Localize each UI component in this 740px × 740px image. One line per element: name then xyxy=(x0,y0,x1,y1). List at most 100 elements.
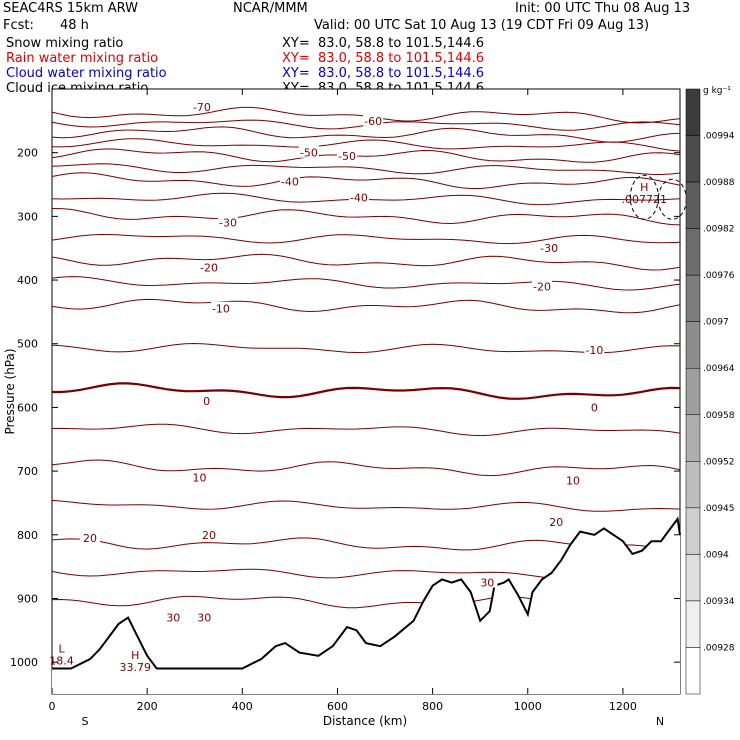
x-tick-label: 0 xyxy=(49,700,56,713)
contour-label: -40 xyxy=(350,191,368,204)
isotherm-line xyxy=(51,253,681,271)
init-time: Init: 00 UTC Thu 08 Aug 13 xyxy=(515,1,691,16)
colorbar-segment xyxy=(685,135,701,183)
isotherm-line xyxy=(51,423,681,437)
contour-label: 20 xyxy=(202,529,216,542)
y-tick-label: 900 xyxy=(17,592,38,605)
contour-label: 20 xyxy=(83,532,97,545)
y-tick-label: 1000 xyxy=(10,656,38,669)
colorbar-segment xyxy=(685,88,701,136)
colorbar-segment xyxy=(685,647,701,695)
contour-label-bg xyxy=(199,527,219,540)
colorbar-segment xyxy=(685,181,701,229)
colorbar-label: .00982 xyxy=(703,225,735,235)
contour-label: 30 xyxy=(480,577,494,590)
colorbar-segment xyxy=(685,367,701,416)
x-axis-title: Distance (km) xyxy=(323,714,407,728)
contour-label-bg xyxy=(298,145,319,158)
contour-label: 0 xyxy=(203,395,210,408)
y-tick-label: 700 xyxy=(17,465,38,478)
contour-label-bg xyxy=(539,241,560,254)
contour-label-bg xyxy=(191,99,212,112)
contour-label: -60 xyxy=(364,115,382,128)
isotherm-line xyxy=(51,208,681,226)
contour-label: -10 xyxy=(212,303,230,316)
contour-label: 10 xyxy=(192,471,206,484)
isotherm-line xyxy=(51,172,681,189)
colorbar-segment xyxy=(685,228,701,276)
colorbar-segment xyxy=(685,274,701,322)
contour-label-bg xyxy=(194,610,215,623)
field-name-snow: Snow mixing ratio xyxy=(6,36,124,51)
colorbar-label: .0094 xyxy=(703,550,729,560)
field-name-cloudwater: Cloud water mixing ratio xyxy=(6,66,167,81)
y-tick-label: 400 xyxy=(17,274,38,287)
extremum-letter: H xyxy=(640,181,648,194)
x-tick-label: 200 xyxy=(137,700,158,713)
y-axis-title: Pressure (hPa) xyxy=(3,348,17,434)
x-tick-label: 400 xyxy=(232,700,253,713)
x-tick-label: 1200 xyxy=(609,700,637,713)
colorbar-segment xyxy=(685,321,701,369)
extremum-letter: H xyxy=(131,649,139,662)
isotherm-line xyxy=(52,382,681,400)
contour-label: 20 xyxy=(549,516,563,529)
y-tick-label: 200 xyxy=(17,147,38,160)
field-xy-snow: XY= 83.0, 58.8 to 101.5,144.6 xyxy=(282,36,485,51)
isotherm-line xyxy=(51,138,681,152)
colorbar-label: .00958 xyxy=(703,411,735,421)
contour-label: -10 xyxy=(585,344,603,357)
field-xy-cloudwater: XY= 83.0, 58.8 to 101.5,144.6 xyxy=(282,66,485,81)
colorbar-label: .00945 xyxy=(703,504,735,514)
terrain-line xyxy=(52,516,681,670)
colorbar-unit: g kg⁻¹ xyxy=(703,86,731,96)
contour-label-bg xyxy=(584,343,605,356)
contour-label: -20 xyxy=(533,280,551,293)
colorbar-label: .00952 xyxy=(703,457,735,467)
contour-label: 10 xyxy=(566,475,580,488)
colorbar-segment xyxy=(685,600,701,648)
isotherm-line xyxy=(51,342,681,354)
colorbar-label: .0097 xyxy=(703,318,729,328)
contour-label: 0 xyxy=(591,401,598,414)
valid-time: Valid: 00 UTC Sat 10 Aug 13 (19 CDT Fri … xyxy=(314,18,650,33)
terrain-fill xyxy=(52,518,680,694)
isotherm-line xyxy=(51,459,681,477)
contour-label-bg xyxy=(584,400,605,413)
x-tick-label: 800 xyxy=(422,700,443,713)
fcst-label: Fcst: xyxy=(3,18,34,33)
y-tick-label: 500 xyxy=(17,338,38,351)
colorbar-segment xyxy=(685,554,701,602)
contour-label: -50 xyxy=(300,147,318,160)
isotherm-line xyxy=(51,126,681,143)
field-name-rain: Rain water mixing ratio xyxy=(6,51,159,66)
contour-label-bg xyxy=(163,610,184,623)
isotherm-line xyxy=(51,499,681,512)
contour-label-bg xyxy=(196,394,217,407)
x-tick-label: 600 xyxy=(327,700,348,713)
x-tick-label: 1000 xyxy=(514,700,542,713)
isotherm-line xyxy=(51,148,681,163)
contour-label-bg xyxy=(363,113,384,126)
contour-label-bg xyxy=(80,530,101,543)
colorbar-label: .00928 xyxy=(703,643,735,653)
colorbar-segment xyxy=(685,507,701,555)
extremum-letter: L xyxy=(58,643,65,656)
fcst-value: 48 h xyxy=(60,18,89,33)
contour-label: -40 xyxy=(281,175,299,188)
y-tick-label: 600 xyxy=(17,401,38,414)
contour-label-bg xyxy=(336,148,357,161)
contour-label: 30 xyxy=(166,612,180,625)
y-tick-label: 300 xyxy=(17,210,38,223)
extremum-value: 18.4 xyxy=(49,655,74,668)
contour-label: -70 xyxy=(193,101,211,114)
y-tick-label: 800 xyxy=(17,529,38,542)
contour-label: -30 xyxy=(540,242,558,255)
contour-label: 30 xyxy=(197,612,211,625)
org-title: NCAR/MMM xyxy=(233,1,308,16)
model-title: SEAC4RS 15km ARW xyxy=(3,1,139,16)
isotherm-line xyxy=(51,163,681,176)
contour-label-bg xyxy=(199,260,219,273)
cloud-ice-contour xyxy=(629,174,659,220)
